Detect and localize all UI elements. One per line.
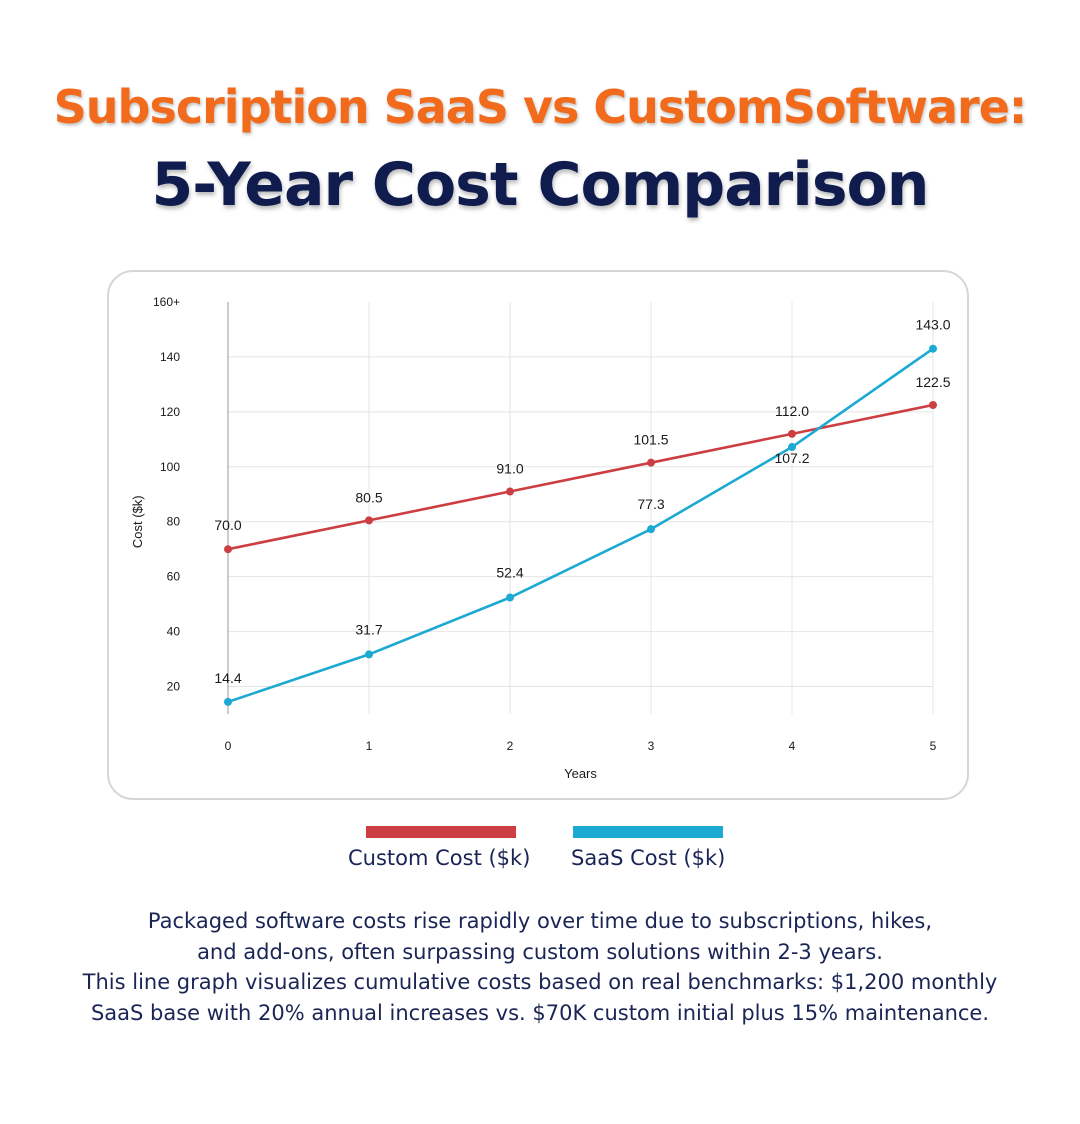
data-label-saas: 143.0 (915, 317, 950, 333)
caption-line-2: and add-ons, often surpassing custom sol… (197, 939, 883, 964)
data-point-custom (224, 545, 232, 554)
y-tick-label: 140 (160, 350, 180, 364)
chart-frame (107, 270, 969, 800)
y-tick-label: 60 (167, 570, 181, 584)
caption: Packaged software costs rise rapidly ove… (40, 906, 1040, 1028)
data-point-saas (506, 593, 514, 602)
title-line-2: 5-Year Cost Comparison (151, 150, 930, 220)
data-label-custom: 80.5 (355, 489, 382, 505)
x-tick-label: 1 (366, 739, 373, 753)
caption-line-1: Packaged software costs rise rapidly ove… (147, 909, 933, 933)
data-label-custom: 91.0 (496, 461, 523, 477)
legend-label-custom: Custom Cost ($k) (348, 846, 531, 870)
data-label-custom: 122.5 (915, 374, 950, 390)
data-label-saas: 31.7 (355, 621, 382, 637)
data-point-custom (929, 401, 937, 409)
x-tick-label: 2 (507, 739, 514, 753)
legend-swatch-saas (573, 826, 723, 838)
x-tick-label: 3 (648, 739, 655, 753)
y-tick-label: 20 (167, 680, 181, 694)
data-point-saas (224, 697, 232, 706)
y-tick-label: 120 (160, 405, 180, 419)
data-label-saas: 52.4 (496, 565, 523, 581)
caption-line-3: This line graph visualizes cumulative co… (82, 970, 998, 994)
data-point-saas (647, 525, 655, 534)
data-point-custom (365, 516, 373, 525)
y-axis-title: Cost ($k) (130, 495, 145, 548)
data-point-saas (788, 443, 796, 452)
legend-label-saas: SaaS Cost ($k) (571, 846, 726, 870)
data-label-custom: 101.5 (633, 432, 668, 448)
data-point-saas (365, 650, 373, 659)
series-line-custom (226, 403, 935, 551)
data-point-custom (647, 458, 655, 467)
data-label-saas: 77.3 (637, 496, 664, 512)
series-line-saas (226, 347, 935, 704)
data-point-custom (788, 429, 796, 438)
data-label-custom: 70.0 (214, 517, 241, 533)
x-tick-label: 4 (789, 739, 796, 753)
data-label-saas: 14.4 (214, 670, 241, 686)
data-point-saas (929, 344, 937, 353)
line-chart: 20 40 60 80 100 120 140 160+ 0 1 2 3 4 5 Years Cost ($k… (130, 295, 951, 781)
caption-line-4: SaaS base with 20% annual increases vs. … (90, 1000, 990, 1025)
title-line-1: Subscription SaaS vs CustomSoftware: (53, 80, 1028, 134)
x-tick-label: 5 (930, 739, 937, 753)
data-point-custom (506, 487, 514, 496)
y-tick-label: 40 (167, 625, 181, 639)
x-tick-label: 0 (225, 739, 232, 753)
data-label-custom: 112.0 (775, 403, 809, 419)
y-tick-label: 80 (167, 515, 181, 529)
x-axis-title: Years (564, 766, 597, 781)
legend-swatch-custom (366, 826, 516, 838)
y-tick-label: 160+ (153, 295, 180, 309)
y-tick-label: 100 (160, 460, 180, 474)
data-label-saas: 107.2 (774, 450, 809, 466)
